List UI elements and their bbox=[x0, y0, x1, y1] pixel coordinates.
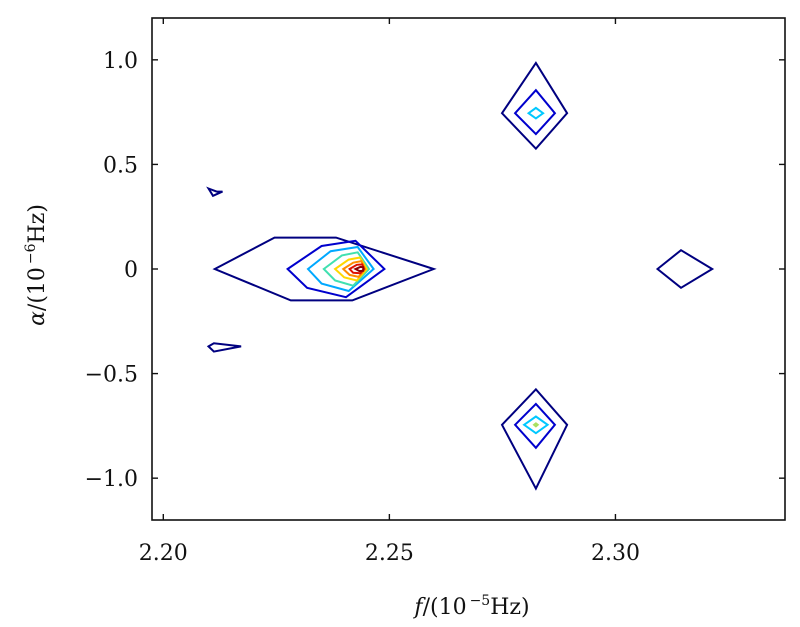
x-tick-label-1: 2.25 bbox=[365, 541, 414, 566]
y-tick-label-0: 1.0 bbox=[103, 49, 138, 74]
y-axis-ticks: 1.0 0.5 0 −0.5 −1.0 bbox=[85, 49, 785, 492]
x-axis-label: f/(10 −5Hz) bbox=[412, 593, 529, 620]
contour-line-16 bbox=[206, 186, 223, 198]
plot-frame bbox=[151, 17, 786, 521]
contour-line-13 bbox=[522, 415, 550, 435]
contour-line-4 bbox=[333, 256, 369, 282]
x-tick-label-2: 2.30 bbox=[591, 541, 640, 566]
contour-lines bbox=[206, 61, 715, 491]
contour-line-3 bbox=[322, 251, 371, 287]
contour-line-10 bbox=[526, 106, 545, 120]
contour-line-8 bbox=[500, 61, 569, 151]
contour-line-15 bbox=[655, 248, 715, 290]
y-tick-label-3: −0.5 bbox=[85, 363, 138, 388]
contour-line-17 bbox=[206, 342, 242, 353]
contour-line-2 bbox=[306, 245, 375, 293]
contour-line-1 bbox=[286, 239, 386, 299]
contour-line-14 bbox=[532, 422, 540, 428]
contour-line-0 bbox=[212, 236, 437, 302]
y-tick-label-1: 0.5 bbox=[103, 153, 138, 178]
y-tick-label-4: −1.0 bbox=[85, 467, 138, 492]
contour-line-12 bbox=[513, 402, 557, 450]
contour-line-11 bbox=[500, 387, 569, 491]
x-tick-label-0: 2.20 bbox=[139, 541, 188, 566]
y-tick-label-2: 0 bbox=[124, 258, 138, 283]
contour-line-7 bbox=[353, 265, 365, 273]
y-axis-label: α/(10−6Hz) bbox=[23, 204, 50, 326]
contour-line-9 bbox=[513, 88, 557, 136]
x-axis-ticks: 2.20 2.25 2.30 bbox=[139, 18, 640, 566]
